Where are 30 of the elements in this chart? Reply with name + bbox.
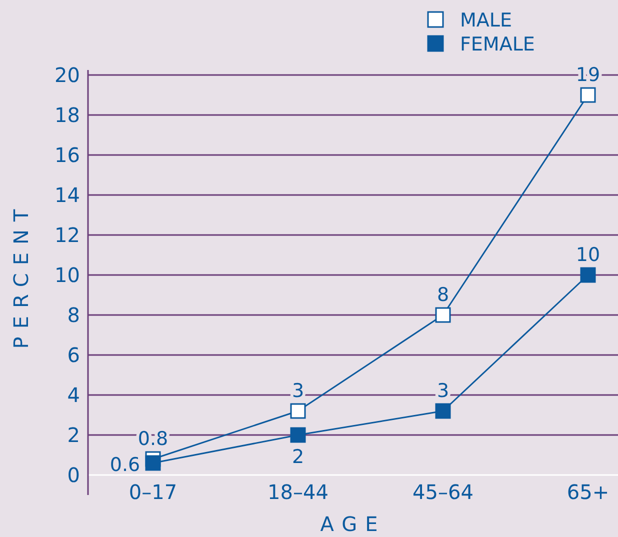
point xyxy=(580,267,596,283)
y-tick-label: 4 xyxy=(67,383,80,407)
y-tick-label: 8 xyxy=(67,303,80,327)
y-tick-label: 2 xyxy=(67,423,80,447)
point xyxy=(435,403,451,419)
point xyxy=(580,87,596,103)
x-tick-label: 0–17 xyxy=(128,480,178,504)
point xyxy=(290,403,306,419)
data-label: 10 xyxy=(576,244,600,266)
y-tick-label: 0 xyxy=(67,463,80,487)
x-axis-title: AGE xyxy=(320,512,386,536)
point xyxy=(435,307,451,323)
legend-label: MALE xyxy=(460,10,512,32)
y-tick-label: 10 xyxy=(54,263,80,287)
y-tick-label: 12 xyxy=(54,223,80,247)
y-axis-title: PERCENT xyxy=(9,201,33,349)
data-label: 0.6 xyxy=(110,454,140,476)
y-tick-label: 20 xyxy=(54,63,80,87)
y-tick-label: 14 xyxy=(54,183,80,207)
y-tick-label: 18 xyxy=(54,103,80,127)
point xyxy=(290,427,306,443)
point xyxy=(145,455,161,471)
data-label: 2 xyxy=(292,446,304,468)
data-label: 8 xyxy=(436,284,450,306)
legend-label: FEMALE xyxy=(460,34,535,56)
x-tick-label: 45–64 xyxy=(412,480,474,504)
y-tick-label: 6 xyxy=(67,343,80,367)
y-tick-label: 16 xyxy=(54,143,80,167)
x-tick-label: 18–44 xyxy=(268,480,328,504)
x-tick-label: 65+ xyxy=(566,480,610,504)
